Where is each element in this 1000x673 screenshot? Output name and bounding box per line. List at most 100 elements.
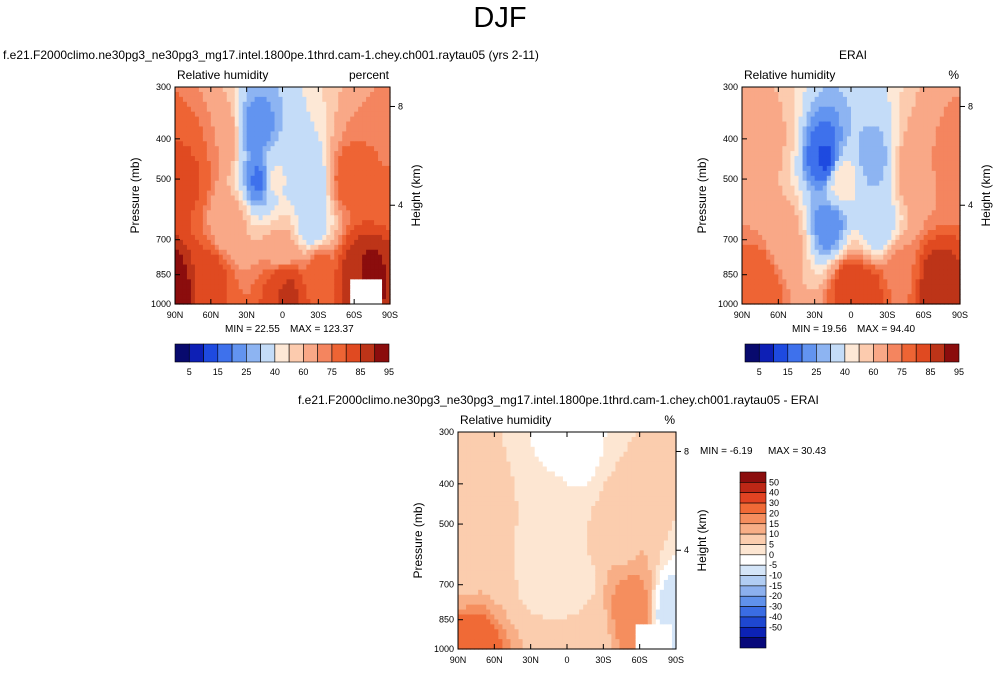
heatmap-cell: [186, 136, 192, 142]
heatmap-cell: [274, 274, 280, 280]
heatmap-cell: [822, 106, 828, 113]
heatmap-cell: [846, 244, 852, 251]
heatmap-cell: [786, 259, 792, 266]
x-tick-label: 90S: [952, 310, 968, 320]
heatmap-cell: [907, 249, 913, 256]
heatmap-cell: [290, 156, 296, 162]
heatmap-cell: [923, 101, 929, 108]
heatmap-cell: [871, 131, 876, 137]
heatmap-cell: [923, 190, 929, 197]
heatmap-cell: [883, 131, 888, 137]
heatmap-cell: [354, 234, 359, 241]
heatmap-cell: [274, 289, 280, 295]
heatmap-cell: [378, 141, 383, 147]
heatmap-cell: [939, 274, 945, 280]
heatmap-cell: [879, 151, 884, 157]
heatmap-cell: [254, 299, 260, 305]
heatmap-cell: [182, 299, 188, 305]
heatmap-cell: [778, 111, 783, 118]
heatmap-cell: [806, 121, 812, 128]
heatmap-cell: [378, 156, 383, 162]
heatmap-cell: [907, 289, 913, 295]
heatmap-cell: [782, 289, 788, 295]
heatmap-cell: [182, 121, 188, 128]
heatmap-cell: [851, 205, 856, 211]
heatmap-cell: [318, 131, 323, 137]
heatmap-cell: [318, 279, 323, 285]
heatmap-cell: [338, 141, 343, 147]
heatmap-cell: [278, 101, 284, 108]
heatmap-cell: [762, 249, 767, 256]
heatmap-cell: [274, 264, 280, 271]
heatmap-cell: [182, 170, 188, 177]
heatmap-cell: [374, 279, 379, 285]
heatmap-cell: [895, 259, 901, 266]
heatmap-cell: [302, 146, 307, 152]
heatmap-cell: [202, 264, 208, 271]
heatmap-cell: [190, 126, 196, 132]
heatmap-cell: [766, 126, 771, 132]
heatmap-cell: [794, 284, 800, 290]
heatmap-cell: [834, 220, 840, 226]
heatmap-cell: [378, 279, 383, 285]
heatmap-cell: [778, 299, 783, 305]
heatmap-cell: [790, 244, 796, 251]
heatmap-cell: [834, 254, 840, 261]
heatmap-cell: [178, 121, 184, 128]
heatmap-cell: [846, 170, 852, 177]
heatmap-cell: [290, 106, 296, 113]
heatmap-cell: [838, 215, 844, 221]
heatmap-cell: [826, 136, 832, 142]
heatmap-cell: [274, 116, 280, 123]
heatmap-cell: [746, 126, 751, 132]
heatmap-cell: [354, 230, 359, 236]
heatmap-cell: [302, 259, 307, 266]
heatmap-cell: [310, 146, 315, 152]
heatmap-cell: [250, 160, 256, 167]
heatmap-cell: [746, 165, 751, 172]
heatmap-cell: [939, 200, 945, 206]
heatmap-cell: [955, 210, 961, 216]
heatmap-cell: [326, 230, 331, 236]
heatmap-cell: [246, 180, 252, 187]
heatmap-cell: [198, 165, 204, 172]
heatmap-cell: [758, 249, 763, 256]
heatmap-cell: [470, 456, 475, 463]
heatmap-cell: [302, 101, 307, 108]
heatmap-cell: [214, 131, 220, 137]
height-tick-label: 4: [968, 200, 973, 210]
heatmap-cell: [302, 215, 307, 221]
heatmap-cell: [306, 121, 311, 128]
heatmap-cell: [766, 210, 771, 216]
heatmap-cell: [338, 160, 343, 167]
heatmap-cell: [915, 254, 921, 261]
heatmap-cell: [386, 180, 391, 187]
heatmap-cell: [842, 165, 848, 172]
heatmap-cell: [246, 210, 252, 216]
heatmap-cell: [871, 279, 876, 285]
heatmap-cell: [786, 116, 792, 123]
heatmap-cell: [334, 289, 339, 295]
heatmap-cell: [887, 259, 892, 266]
heatmap-cell: [943, 91, 949, 98]
heatmap-cell: [210, 111, 216, 118]
heatmap-cell: [754, 215, 759, 221]
heatmap-cell: [334, 244, 339, 251]
heatmap-cell: [842, 299, 848, 305]
heatmap-cell: [298, 299, 304, 305]
heatmap-cell: [923, 131, 929, 137]
heatmap-cell: [770, 160, 775, 167]
heatmap-cell: [202, 136, 208, 142]
heatmap-cell: [462, 505, 467, 512]
heatmap-cell: [314, 244, 319, 251]
heatmap-cell: [206, 141, 212, 147]
heatmap-cell: [310, 205, 315, 211]
heatmap-cell: [774, 279, 779, 285]
heatmap-cell: [846, 299, 852, 305]
heatmap-cell: [810, 279, 816, 285]
heatmap-cell: [863, 299, 868, 305]
heatmap-cell: [374, 195, 379, 202]
heatmap-cell: [382, 244, 387, 251]
heatmap-cell: [806, 101, 812, 108]
heatmap-cell: [230, 136, 236, 142]
